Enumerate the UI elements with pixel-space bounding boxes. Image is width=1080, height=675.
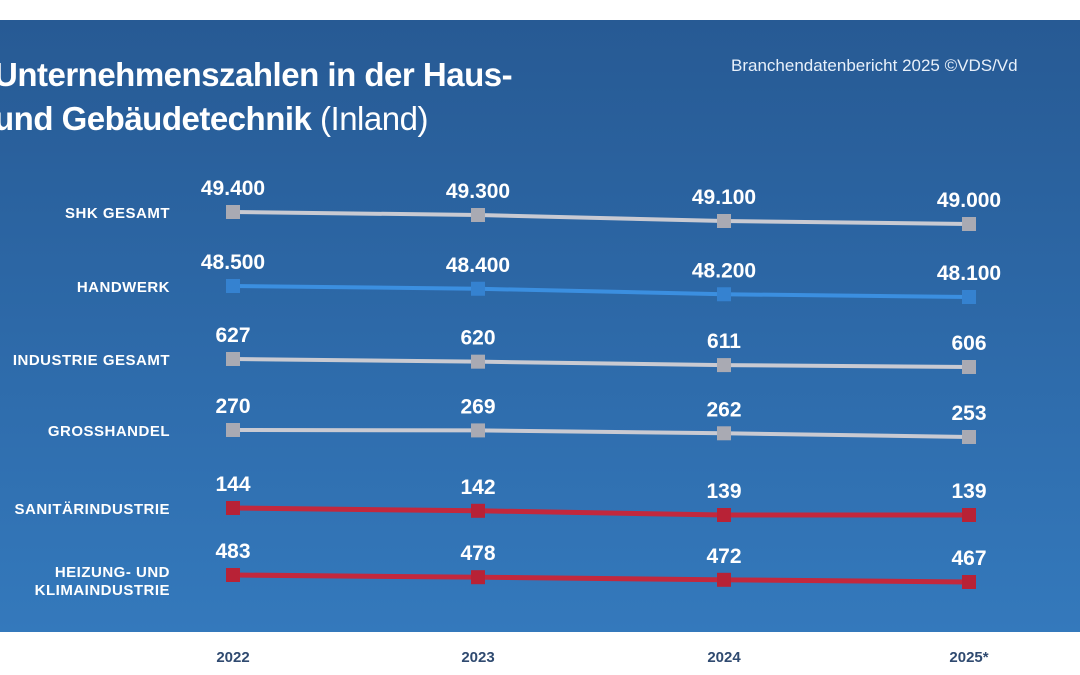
data-label: 472 xyxy=(706,545,741,568)
series-label: SHK GESAMT xyxy=(65,205,170,222)
data-point-marker xyxy=(962,430,976,444)
x-tick-label: 2024 xyxy=(707,649,741,666)
x-tick-label: 2023 xyxy=(461,649,494,666)
series-label: KLIMAINDUSTRIE xyxy=(35,582,170,599)
data-point-marker xyxy=(471,503,485,518)
data-label: 48.400 xyxy=(446,254,510,277)
data-point-marker xyxy=(962,360,976,374)
data-label: 144 xyxy=(215,473,250,496)
chart-panel xyxy=(0,20,1080,632)
data-point-marker xyxy=(717,508,731,522)
series-line xyxy=(232,357,970,369)
data-point-marker xyxy=(471,208,485,222)
data-label: 49.100 xyxy=(692,186,756,209)
data-point-marker xyxy=(962,290,976,304)
series-line xyxy=(232,572,970,585)
series-label: INDUSTRIE GESAMT xyxy=(13,352,170,369)
title-bold: und Gebäudetechnik xyxy=(0,100,312,137)
data-label: 478 xyxy=(460,542,495,565)
data-point-marker xyxy=(226,423,240,437)
data-point-marker xyxy=(226,205,240,219)
series-label: GROSSHANDEL xyxy=(48,423,170,440)
data-label: 139 xyxy=(706,480,741,503)
data-label: 262 xyxy=(706,398,741,421)
series-label: SANITÄRINDUSTRIE xyxy=(14,501,170,518)
data-label: 627 xyxy=(215,324,250,347)
title-light: (Inland) xyxy=(320,100,428,137)
data-label: 139 xyxy=(951,480,986,503)
data-label: 483 xyxy=(215,540,250,563)
data-point-marker xyxy=(962,508,976,522)
x-tick-label: 2022 xyxy=(216,649,249,666)
data-point-marker xyxy=(962,575,976,589)
series-label: HEIZUNG- UND xyxy=(55,564,170,581)
data-point-marker xyxy=(471,570,485,585)
series-line xyxy=(232,428,970,439)
data-point-marker xyxy=(717,426,731,441)
data-label: 620 xyxy=(460,327,495,350)
data-label: 253 xyxy=(951,402,986,425)
data-label: 270 xyxy=(215,395,250,418)
data-label: 48.200 xyxy=(692,259,756,282)
data-label: 142 xyxy=(460,476,495,499)
data-label: 48.100 xyxy=(937,262,1001,285)
data-point-marker xyxy=(962,217,976,231)
data-point-marker xyxy=(226,568,240,582)
data-point-marker xyxy=(717,287,731,302)
data-label: 49.400 xyxy=(201,177,265,200)
data-label: 606 xyxy=(951,332,986,355)
data-point-marker xyxy=(471,423,485,438)
data-label: 49.000 xyxy=(937,189,1001,212)
series-line xyxy=(232,505,969,518)
chart-title-line2: und Gebäudetechnik (Inland) xyxy=(0,100,428,138)
chart-title-line1: Unternehmenszahlen in der Haus- xyxy=(0,56,513,93)
data-point-marker xyxy=(471,281,485,296)
data-point-marker xyxy=(226,352,240,366)
series-label: HANDWERK xyxy=(77,279,170,296)
data-point-marker xyxy=(471,354,485,369)
data-point-marker xyxy=(717,214,731,228)
data-label: 467 xyxy=(951,547,986,570)
data-label: 49.300 xyxy=(446,180,510,203)
x-tick-label: 2025* xyxy=(949,649,988,666)
series-line xyxy=(232,210,970,226)
data-point-marker xyxy=(226,279,240,293)
series-line xyxy=(232,284,970,299)
data-point-marker xyxy=(717,572,731,587)
data-label: 269 xyxy=(460,395,495,418)
source-note: Branchendatenbericht 2025 ©VDS/Vd xyxy=(731,56,1018,75)
data-label: 611 xyxy=(707,330,741,353)
data-label: 48.500 xyxy=(201,251,265,274)
data-point-marker xyxy=(226,501,240,515)
data-point-marker xyxy=(717,358,731,373)
